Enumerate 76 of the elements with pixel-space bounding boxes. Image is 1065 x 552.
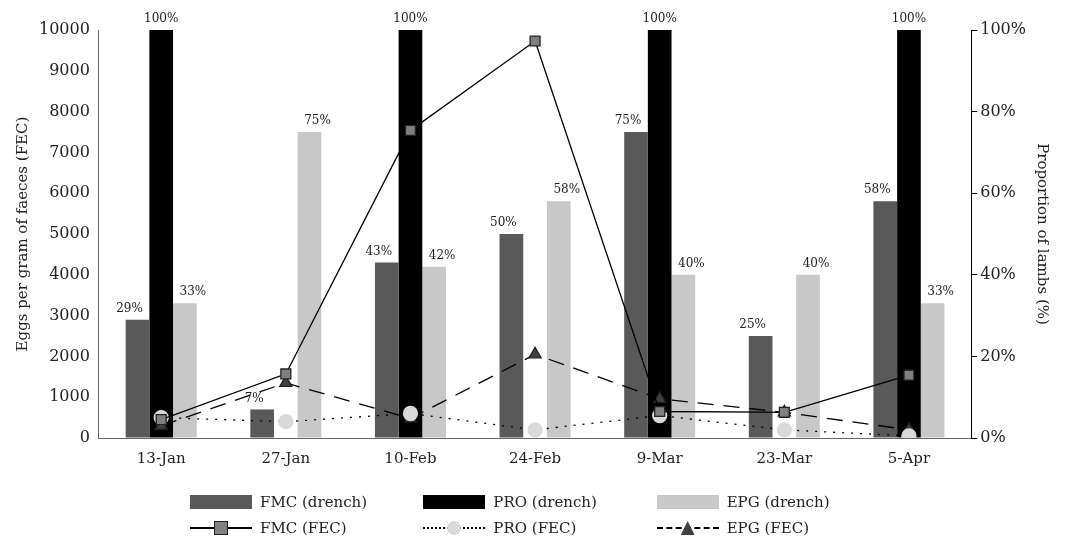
point: [528, 346, 542, 359]
y2-axis-title: Proportion of lambs (%): [1034, 143, 1053, 325]
point: [404, 124, 417, 136]
point: [402, 405, 419, 422]
legend-label: EPG (drench): [726, 493, 830, 511]
y-tick-label: 1000: [49, 386, 90, 406]
data-label: 100%: [642, 11, 677, 26]
legend-label: FMC (FEC): [260, 519, 347, 537]
bar: [873, 201, 898, 438]
data-label: 40%: [678, 255, 705, 270]
y-tick-label: 4000: [49, 263, 90, 283]
x-tick-label: 9-Mar: [636, 448, 684, 467]
legend-label: PRO (drench): [493, 493, 597, 511]
data-label: 75%: [304, 113, 331, 128]
bar: [796, 274, 820, 438]
data-label: 7%: [244, 390, 264, 405]
data-label: 50%: [490, 215, 517, 230]
y-tick-label: 0: [79, 427, 90, 447]
y-tick-label: 2000: [49, 345, 90, 365]
data-label: 43%: [365, 243, 393, 258]
data-label: 100%: [891, 11, 927, 26]
bar: [297, 132, 322, 438]
y-tick-label: 3000: [49, 304, 90, 324]
data-label: 33%: [927, 284, 954, 299]
x-tick-label: 24-Feb: [508, 448, 562, 467]
y2-tick-label: 0%: [980, 427, 1006, 447]
y-tick-label: 6000: [49, 182, 90, 202]
x-tick-label: 10-Feb: [384, 448, 437, 467]
x-tick-label: 27-Jan: [261, 448, 311, 467]
data-label: 100%: [393, 11, 428, 26]
data-label: 58%: [553, 182, 581, 197]
y-axis-title: Eggs per gram of faeces (FEC): [12, 116, 31, 352]
bar: [624, 132, 648, 438]
data-label: 29%: [116, 300, 143, 315]
legend-label: EPG (FEC): [726, 519, 809, 537]
bar: [748, 336, 773, 438]
point: [652, 391, 667, 403]
data-label: 75%: [614, 113, 642, 128]
legend-label: PRO (FEC): [493, 519, 577, 537]
point: [776, 422, 792, 438]
bar: [250, 409, 274, 438]
y2-tick-label: 20%: [980, 345, 1016, 365]
data-label: 33%: [179, 284, 207, 299]
y2-tick-label: 100%: [980, 19, 1027, 39]
point: [529, 35, 541, 47]
legend-label: FMC (drench): [260, 493, 368, 511]
data-label: 42%: [428, 247, 456, 262]
bar: [125, 319, 150, 438]
y2-tick-label: 60%: [980, 182, 1016, 202]
y2-tick-label: 40%: [980, 263, 1016, 283]
data-label: 58%: [863, 182, 891, 197]
bar: [173, 303, 197, 438]
bar: [920, 303, 945, 438]
y-tick-label: 7000: [49, 141, 90, 161]
y2-tick-label: 80%: [980, 100, 1016, 120]
x-tick-label: 5-Apr: [887, 448, 931, 467]
bar: [499, 234, 524, 438]
point: [280, 368, 292, 380]
point: [527, 422, 543, 438]
y-tick-label: 9000: [49, 59, 90, 79]
bar: [546, 201, 571, 438]
point: [903, 369, 915, 381]
y-tick-label: 10000: [38, 19, 90, 39]
x-tick-label: 23-Mar: [756, 448, 813, 467]
data-label: 25%: [739, 317, 766, 332]
point: [278, 414, 294, 430]
bar: [671, 274, 696, 438]
y-tick-label: 5000: [49, 223, 90, 243]
data-label: 40%: [802, 255, 830, 270]
point: [155, 414, 167, 426]
point: [654, 405, 666, 418]
bar: [422, 266, 446, 438]
data-label: 100%: [144, 11, 179, 26]
x-tick-label: 13-Jan: [136, 448, 186, 467]
y-tick-label: 8000: [49, 100, 90, 120]
bar: [374, 262, 399, 438]
